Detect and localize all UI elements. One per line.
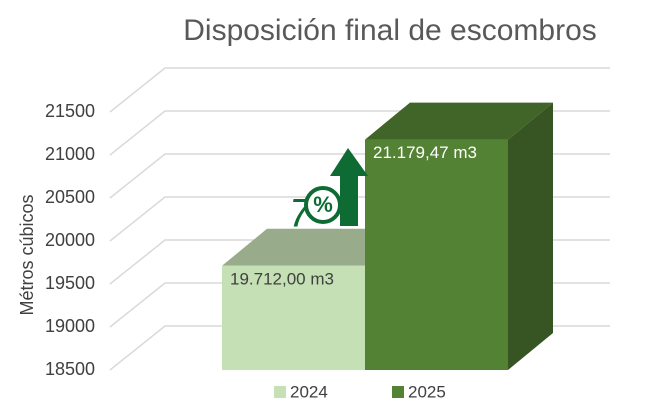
bar-side [508,102,553,370]
y-tick-label: 19500 [45,273,95,293]
data-label: 21.179,47 m3 [373,143,477,162]
y-axis-label: Métros cúbicos [17,194,37,315]
legend-swatch [274,386,286,398]
grid-line [109,67,610,113]
legend-label: 2024 [290,382,328,401]
y-tick-label: 21000 [45,144,95,164]
bar-top [365,102,553,140]
y-tick-label: 21500 [45,101,95,121]
legend-swatch [392,386,404,398]
up-arrow [330,148,368,226]
annotation-badge [304,186,342,224]
y-tick-label: 18500 [45,359,95,379]
chart-title: Disposición final de escombros [183,14,597,47]
legend-label: 2025 [408,382,446,401]
annotation-symbol: % [313,192,333,217]
data-label: 19.712,00 m3 [230,269,334,288]
bar [365,139,508,370]
y-tick-label: 19000 [45,316,95,336]
bar [222,265,365,370]
y-tick-label: 20000 [45,230,95,250]
y-tick-label: 20500 [45,187,95,207]
bar-top [222,228,410,266]
